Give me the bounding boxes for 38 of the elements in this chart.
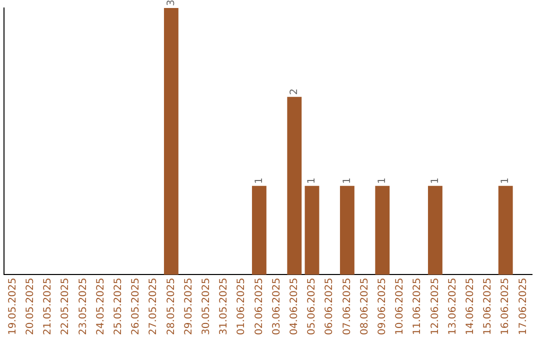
x-tick-label: 01.06.2025 [236, 278, 248, 336]
x-tick-label: 02.06.2025 [254, 278, 265, 336]
x-tick-label: 13.06.2025 [447, 278, 458, 336]
data-label: 1 [500, 177, 512, 184]
x-tick-label: 17.06.2025 [518, 278, 529, 336]
x-tick-label: 26.05.2025 [130, 278, 142, 336]
x-tick-label: 14.06.2025 [464, 278, 476, 336]
data-label: 2 [288, 88, 300, 95]
data-label: 1 [254, 177, 265, 184]
x-tick-label: 10.06.2025 [394, 278, 406, 336]
x-tick-label: 09.06.2025 [376, 278, 388, 336]
x-tick-label: 30.05.2025 [200, 278, 212, 336]
x-tick-label: 19.05.2025 [7, 278, 18, 336]
x-tick-label: 15.06.2025 [482, 278, 494, 336]
data-label: 1 [306, 177, 318, 184]
data-label: 1 [342, 177, 353, 184]
x-tick-label: 27.05.2025 [148, 278, 160, 336]
x-tick-label: 29.05.2025 [183, 278, 194, 336]
x-tick-label: 06.06.2025 [324, 278, 336, 336]
x-tick-label: 24.05.2025 [95, 278, 106, 336]
data-label: 1 [376, 177, 388, 184]
x-tick-label: 28.05.2025 [166, 278, 177, 336]
x-tick-label: 05.06.2025 [306, 278, 318, 336]
x-tick-label: 20.05.2025 [24, 278, 36, 336]
x-tick-label: 07.06.2025 [342, 278, 353, 336]
x-tick-label: 23.05.2025 [78, 278, 89, 336]
x-tick-label: 03.06.2025 [271, 278, 282, 336]
x-tick-label: 11.06.2025 [412, 278, 424, 336]
x-tick-label: 08.06.2025 [359, 278, 370, 336]
x-tick-label: 04.06.2025 [288, 278, 300, 336]
x-tick-label: 22.05.2025 [60, 278, 72, 336]
x-tick-label: 25.05.2025 [112, 278, 124, 336]
x-tick-label: 21.05.2025 [42, 278, 54, 336]
data-label: 3 [166, 0, 177, 6]
x-tick-label: 31.05.2025 [218, 278, 230, 336]
x-tick-label: 12.06.2025 [430, 278, 441, 336]
data-label: 1 [430, 177, 441, 184]
x-tick-label: 16.06.2025 [500, 278, 512, 336]
